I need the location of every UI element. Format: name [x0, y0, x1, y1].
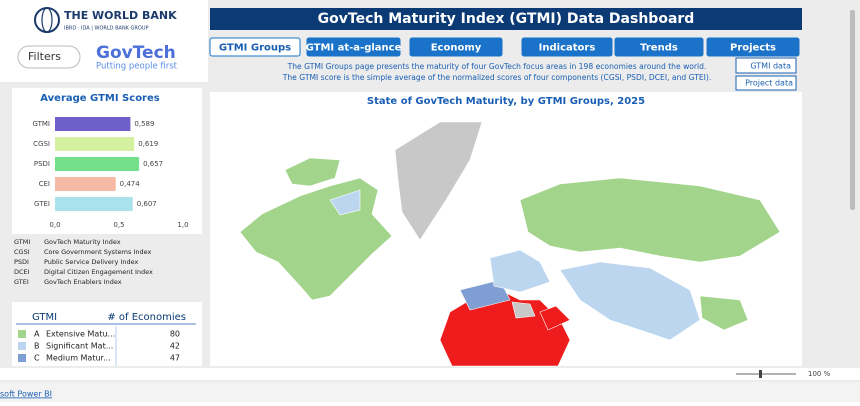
nav-tab-label[interactable]: GTMI at-a-glance	[306, 43, 402, 54]
group-swatch	[18, 330, 26, 338]
zoom-thumb[interactable]	[759, 370, 762, 378]
bar	[55, 157, 140, 171]
groups-panel	[12, 302, 202, 366]
bar	[55, 177, 116, 191]
group-count: 80	[170, 330, 180, 339]
title-bar	[210, 8, 802, 30]
nav-tab-label[interactable]: Indicators	[539, 43, 596, 54]
nav-tab[interactable]	[614, 37, 704, 57]
nav-tab-label[interactable]: Trends	[640, 43, 678, 54]
y-tick-label: CEI	[39, 180, 50, 188]
link-label[interactable]: GTMI data	[750, 62, 791, 71]
group-name: Extensive Matu...	[46, 330, 115, 339]
abbr-name: Digital Citizen Engagement Index	[44, 268, 153, 276]
link-button[interactable]	[735, 75, 797, 91]
nav-tab-label[interactable]: GTMI Groups	[219, 43, 291, 54]
description: The GTMI score is the simple average of …	[282, 73, 712, 82]
dashboard-title: GovTech Maturity Index (GTMI) Data Dashb…	[318, 11, 695, 27]
group-swatch	[18, 354, 26, 362]
nav-tab-label[interactable]: Economy	[431, 43, 482, 54]
description: The GTMI Groups page presents the maturi…	[287, 62, 707, 71]
group-count: 42	[170, 342, 180, 351]
map-region	[459, 279, 511, 311]
abbr-name: Public Service Delivery Index	[44, 258, 138, 266]
map-region	[511, 301, 536, 319]
map-region	[489, 249, 551, 293]
zoom-level: 100 %	[808, 370, 831, 378]
bar	[55, 137, 135, 151]
x-tick-label: 1,0	[177, 221, 188, 229]
scores-title: Average GTMI Scores	[40, 93, 160, 104]
link-button[interactable]	[735, 57, 797, 74]
zoom-strip	[0, 368, 860, 380]
abbr-name: Core Government Systems Index	[44, 248, 151, 256]
x-tick-label: 0,0	[49, 221, 60, 229]
link-label[interactable]: Project data	[745, 79, 793, 88]
bar	[55, 197, 133, 211]
y-tick-label: CGSI	[33, 140, 50, 148]
org-sub: IBRD · IDA | WORLD BANK GROUP	[64, 26, 149, 32]
status-bar	[0, 382, 860, 402]
group-swatch	[18, 342, 26, 350]
map-region	[539, 305, 571, 331]
y-tick-label: GTMI	[32, 120, 50, 128]
nav-tab[interactable]	[521, 37, 613, 57]
map-region	[699, 295, 749, 331]
abbr-name: GovTech Enablers Index	[44, 278, 122, 286]
abbr-code: CGSI	[14, 248, 30, 256]
value-label: 0,474	[120, 180, 141, 188]
group-name: Significant Mat...	[46, 342, 113, 351]
map-region	[284, 157, 341, 187]
brand-tagline: Putting people first	[96, 62, 178, 72]
table-header: # of Economies	[107, 312, 186, 323]
brand-name: GovTech	[96, 43, 176, 63]
map-region	[394, 121, 483, 241]
y-tick-label: PSDI	[34, 160, 50, 168]
logo-globe	[41, 7, 53, 33]
x-tick-label: 0,5	[113, 221, 124, 229]
value-label: 0,607	[137, 200, 157, 208]
group-name: Medium Matur...	[46, 354, 111, 363]
map-region	[519, 177, 781, 263]
filters-button[interactable]	[17, 45, 81, 69]
map-title: State of GovTech Maturity, by GTMI Group…	[367, 96, 645, 107]
abbr-code: GTMI	[14, 238, 30, 246]
group-letter: C	[34, 354, 40, 363]
map-region	[559, 261, 701, 341]
nav-tab[interactable]	[706, 37, 800, 57]
scrollbar[interactable]	[850, 10, 855, 210]
nav-tab[interactable]	[306, 37, 401, 57]
group-letter: A	[34, 330, 40, 339]
world-map	[239, 121, 781, 367]
nav-tab[interactable]	[409, 37, 503, 57]
nav-tab-label[interactable]: Projects	[730, 43, 776, 54]
app-link[interactable]: soft Power BI	[0, 390, 52, 399]
nav-tab[interactable]	[209, 37, 301, 57]
group-letter: B	[34, 342, 40, 351]
value-label: 0,619	[138, 140, 158, 148]
abbr-code: GTEI	[14, 278, 29, 286]
table-header: GTMI	[32, 312, 57, 323]
y-tick-label: GTEI	[34, 200, 50, 208]
map-region	[329, 189, 361, 216]
abbr-name: GovTech Maturity Index	[44, 238, 121, 246]
abbr-code: PSDI	[14, 258, 29, 266]
value-label: 0,589	[134, 120, 154, 128]
group-count: 47	[170, 354, 180, 363]
filters-label[interactable]: Filters	[28, 50, 61, 63]
abbr-code: DCEI	[14, 268, 30, 276]
value-label: 0,657	[143, 160, 163, 168]
bar	[55, 117, 131, 131]
org-name: THE WORLD BANK	[64, 9, 177, 22]
